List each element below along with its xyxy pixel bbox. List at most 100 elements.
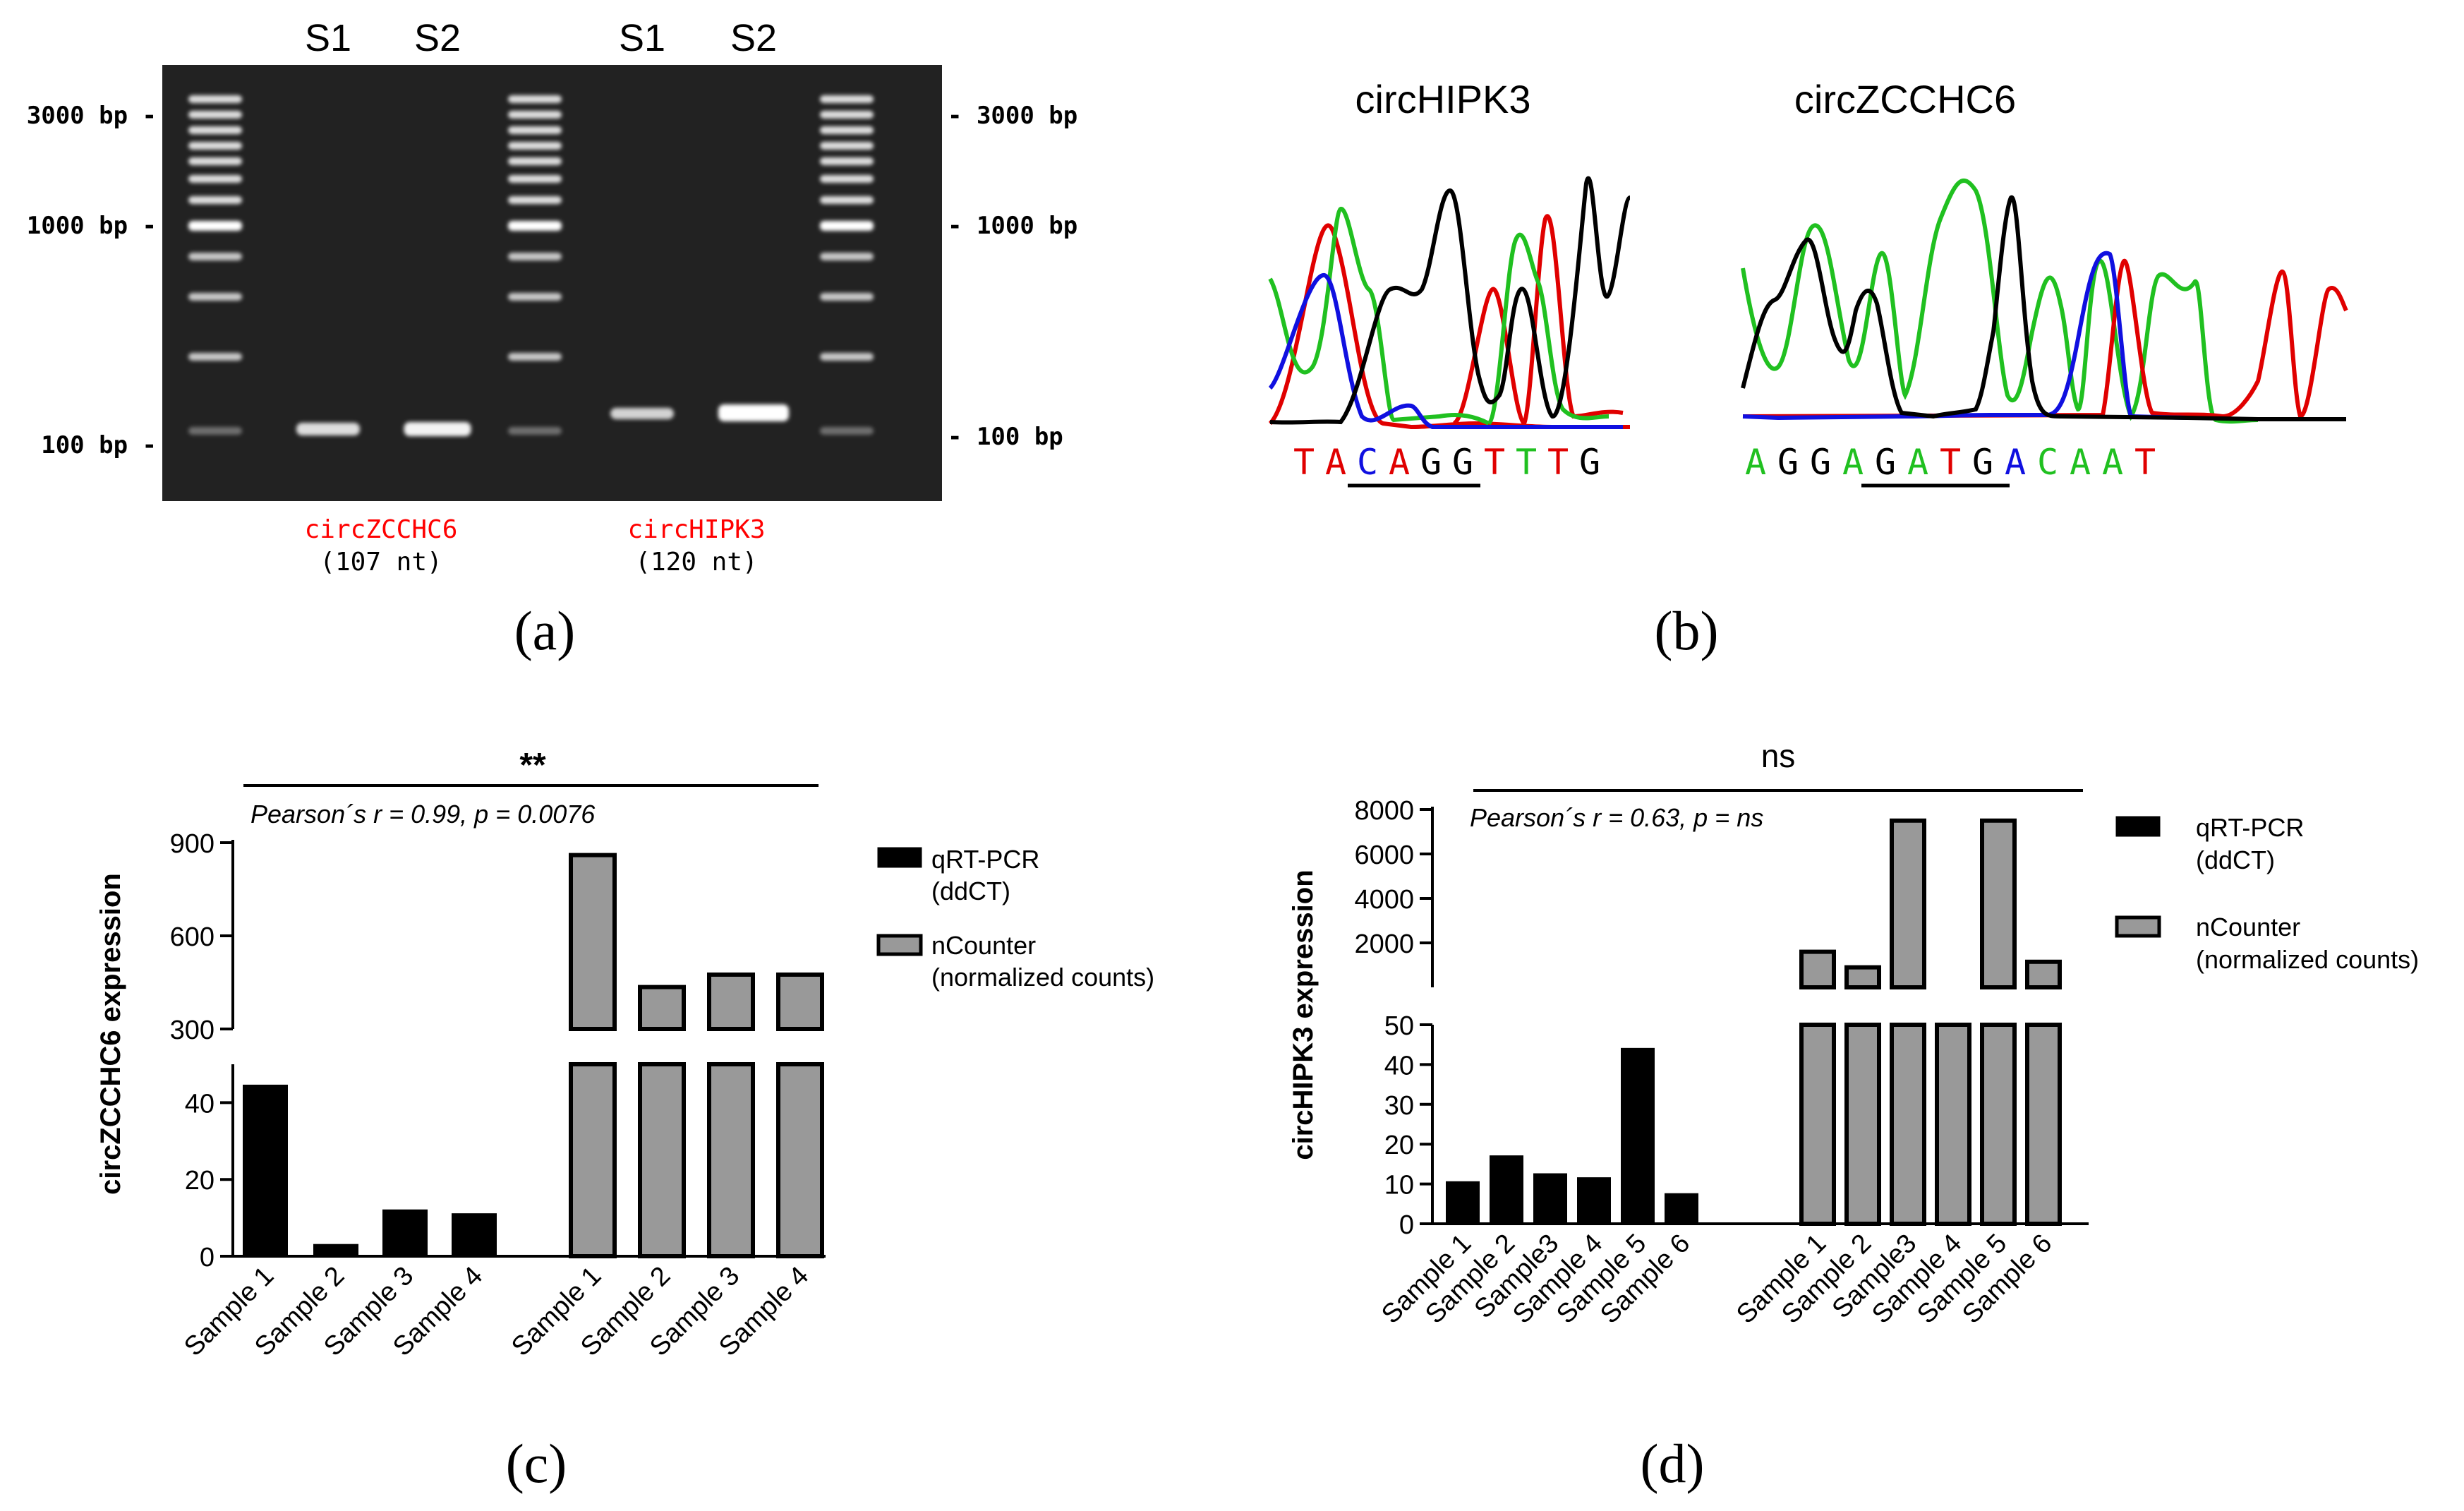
y-tick-label-lower: 10 xyxy=(1384,1171,1414,1200)
legend-c: qRT-PCR (ddCT) nCounter (normalized coun… xyxy=(876,845,1154,992)
y-tick-label-lower: 30 xyxy=(1384,1091,1414,1121)
ladder-band xyxy=(508,293,562,301)
ladder-band xyxy=(820,111,874,119)
bar-ncounter-5-upper xyxy=(1980,818,2017,989)
base-letter: G xyxy=(1579,442,1600,483)
bar-qrtpcr-5 xyxy=(1621,1047,1655,1224)
bar-ncounter-3 xyxy=(1890,1023,1926,1226)
base-letter: A xyxy=(1745,442,1766,483)
y-tick-label-upper: 300 xyxy=(170,1016,215,1045)
ladder-band xyxy=(508,253,562,260)
stats-text-c: Pearson´s r = 0.99, p = 0.0076 xyxy=(250,800,596,829)
base-letter: T xyxy=(1516,442,1537,483)
legend-swatch-qrtpcr-d xyxy=(2115,816,2161,837)
bar-qrtpcr-3 xyxy=(382,1209,428,1257)
ladder-band xyxy=(188,293,242,301)
product-band xyxy=(296,423,360,435)
base-letter: A xyxy=(1907,442,1928,483)
ladder-band xyxy=(188,126,242,134)
ladder-label-left-3000: 3000 bp - xyxy=(27,102,157,130)
bar-ncounter-3-upper xyxy=(1890,818,1926,989)
base-letter: T xyxy=(1293,442,1315,483)
y-tick-label-upper: 6000 xyxy=(1354,841,1414,870)
legend-label-qrtpcr-d: qRT-PCR xyxy=(2196,813,2304,842)
ladder-band xyxy=(820,142,874,150)
bar-ncounter-1 xyxy=(1799,1023,1836,1226)
base-letter: G xyxy=(1972,442,1993,483)
product-band xyxy=(718,404,789,421)
ladder-band xyxy=(820,126,874,134)
ladder-band xyxy=(508,126,562,134)
y-tick-label-lower: 40 xyxy=(1384,1051,1414,1080)
ladder-band xyxy=(508,353,562,361)
base-letter: A xyxy=(2102,442,2123,483)
base-letter: T xyxy=(1547,442,1569,483)
legend-swatch-ncounter-d xyxy=(2115,915,2161,938)
lane-header-s2-b: S2 xyxy=(730,17,777,59)
ladder-band xyxy=(820,293,874,301)
ladder-label-left-100: 100 bp - xyxy=(41,431,157,459)
ladder-band xyxy=(820,175,874,183)
y-tick-label-lower: 50 xyxy=(1384,1011,1414,1041)
ladder-band xyxy=(188,157,242,165)
legend-swatch-ncounter-c xyxy=(876,934,923,956)
ladder-band xyxy=(188,95,242,103)
ladder-band xyxy=(508,142,562,150)
bar-ncounter-4 xyxy=(1935,1023,1971,1226)
lane-header-s2-a: S2 xyxy=(414,17,461,59)
ladder-band xyxy=(188,175,242,183)
ladder-band xyxy=(188,142,242,150)
y-tick-label-lower: 40 xyxy=(185,1089,215,1119)
bar-qrtpcr-3 xyxy=(1533,1173,1567,1224)
legend-label-ncounter-c: nCounter xyxy=(931,931,1036,960)
bar-qrtpcr-6 xyxy=(1665,1193,1698,1224)
y-tick-label-upper: 2000 xyxy=(1354,929,1414,959)
ladder-band xyxy=(508,157,562,165)
bar-qrtpcr-4 xyxy=(1577,1177,1611,1225)
ladder-label-right-1000: - 1000 bp xyxy=(948,212,1077,240)
base-letter: C xyxy=(1357,442,1378,483)
legend-label-qrtpcr-c: qRT-PCR xyxy=(931,845,1039,874)
bar-ncounter-2 xyxy=(638,1062,686,1258)
base-letter: A xyxy=(1389,442,1410,483)
ladder-band xyxy=(820,253,874,260)
ladder-band xyxy=(188,111,242,119)
bar-qrtpcr-1 xyxy=(243,1084,288,1258)
ladder-band xyxy=(820,221,874,231)
base-letter: A xyxy=(2070,442,2091,483)
bar-ncounter-2 xyxy=(1844,1023,1881,1226)
stats-text-d: Pearson´s r = 0.63, p = ns xyxy=(1470,803,1763,832)
product-size-circzcchc6: (107 nt) xyxy=(320,548,442,577)
bar-ncounter-4 xyxy=(776,1062,824,1258)
chromatogram-circhipk3 xyxy=(1268,176,1632,430)
product-band xyxy=(404,422,471,436)
ladder-band xyxy=(188,253,242,260)
bar-ncounter-6 xyxy=(2025,1023,2062,1226)
bar-ncounter-1-upper xyxy=(1799,949,1836,989)
lane-header-s1-b: S1 xyxy=(619,17,665,59)
base-letter: G xyxy=(1875,442,1896,483)
bar-qrtpcr-2 xyxy=(1490,1155,1523,1224)
ladder-band xyxy=(820,427,874,435)
ladder-band xyxy=(188,427,242,435)
bar-ncounter-3 xyxy=(707,1062,755,1258)
panel-d: ns Pearson´s r = 0.63, p = ns circHIPK3 … xyxy=(1288,738,2419,1494)
panel-c: ** Pearson´s r = 0.99, p = 0.0076 circZC… xyxy=(95,747,1154,1494)
ladder-band xyxy=(508,111,562,119)
ladder-label-left-1000: 1000 bp - xyxy=(27,212,157,240)
y-tick-label-lower: 0 xyxy=(200,1243,215,1272)
ladder-band xyxy=(508,95,562,103)
base-letter: A xyxy=(1842,442,1864,483)
bar-ncounter-6-upper xyxy=(2025,959,2062,990)
panel-label-b: (b) xyxy=(1655,600,1719,661)
base-letter: G xyxy=(1777,442,1799,483)
product-size-circhipk3: (120 nt) xyxy=(635,548,757,577)
base-letter: T xyxy=(2134,442,2156,483)
ladder-band xyxy=(508,175,562,183)
y-tick-label-upper: 600 xyxy=(170,922,215,952)
ladder-band xyxy=(188,353,242,361)
y-axis-label-c: circZCCHC6 expression xyxy=(95,873,126,1195)
